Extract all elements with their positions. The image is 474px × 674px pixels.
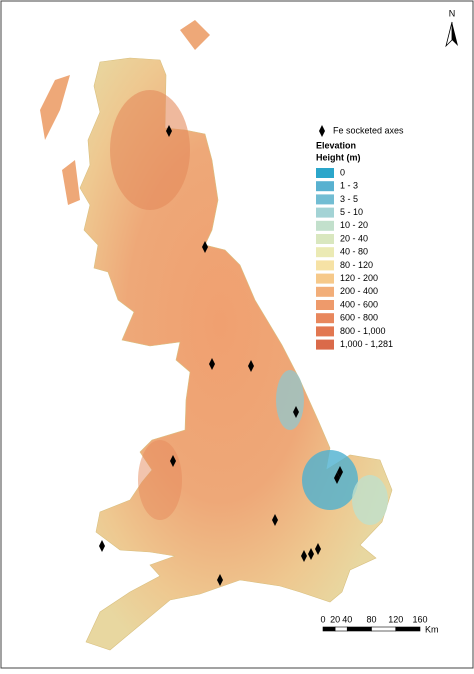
legend-class-label: 120 - 200 (340, 273, 378, 283)
scale-label: 160 (412, 614, 427, 624)
legend-swatch (316, 181, 334, 192)
find-site (166, 125, 172, 137)
scale-label: 120 (388, 614, 403, 624)
legend-swatch (316, 247, 334, 258)
scale-unit: Km (425, 624, 439, 634)
legend-class-label: 20 - 40 (340, 233, 368, 243)
legend-swatch (316, 234, 334, 244)
legend-class-label: 600 - 800 (340, 313, 378, 323)
fenland-lowland (302, 450, 358, 510)
legend-swatch (316, 168, 334, 178)
find-site (170, 455, 176, 467)
find-site (248, 360, 254, 372)
find-site (202, 241, 208, 253)
legend-class-label: 1 - 3 (340, 181, 358, 191)
scale-label: 20 (330, 614, 340, 624)
wales-uplands (138, 440, 182, 520)
highlands (110, 90, 190, 210)
find-site (209, 358, 215, 370)
legend-class-label: 1,000 - 1,281 (340, 339, 393, 349)
legend-class-label: 10 - 20 (340, 220, 368, 230)
scale-label: 40 (342, 614, 352, 624)
legend-class-label: 40 - 80 (340, 247, 368, 257)
legend-swatch (316, 339, 334, 350)
legend-swatch (316, 300, 334, 310)
find-site (334, 472, 340, 484)
find-site (301, 550, 307, 562)
north-arrow: N (445, 8, 458, 48)
legend-class-label: 5 - 10 (340, 207, 363, 217)
legend-swatch (316, 326, 334, 337)
orkney (180, 20, 210, 50)
scale-label: 80 (366, 614, 376, 624)
outer-hebrides (40, 75, 70, 140)
legend-class-label: 400 - 600 (340, 299, 378, 309)
scale-segment (371, 626, 397, 632)
scale-label: 0 (320, 614, 325, 624)
find-site (272, 514, 278, 526)
legend-swatch (316, 313, 334, 324)
legend-class-label: 800 - 1,000 (340, 326, 386, 336)
legend-swatch (316, 194, 334, 205)
scale-segment (334, 626, 348, 632)
legend-swatch (316, 273, 334, 284)
north-arrow-right (452, 22, 458, 46)
landmass (40, 20, 393, 651)
east-anglia-lowland (352, 475, 388, 525)
north-arrow-left (445, 21, 453, 48)
scale-segment (322, 626, 336, 632)
legend: Fe socketed axes Elevation Height (m) 0 1… (316, 125, 404, 350)
legend-find-symbol (319, 125, 325, 137)
legend-swatch (316, 260, 334, 271)
legend-class-label: 200 - 400 (340, 286, 378, 296)
find-site (315, 543, 321, 555)
scale-segment (346, 626, 372, 632)
legend-swatch (316, 286, 334, 297)
legend-class-label: 0 (340, 167, 345, 177)
skye (62, 160, 80, 205)
legend-swatch (316, 207, 334, 218)
vale-lowland (276, 370, 304, 430)
legend-class-label: 3 - 5 (340, 194, 358, 204)
scale-segment (395, 626, 421, 632)
legend-class-label: 80 - 120 (340, 260, 373, 270)
legend-swatch (316, 220, 334, 231)
legend-finds-label: Fe socketed axes (333, 125, 404, 135)
legend-title: Elevation (316, 140, 356, 150)
find-site (99, 540, 105, 552)
find-site (217, 574, 223, 586)
find-site (293, 406, 299, 418)
legend-subtitle: Height (m) (316, 152, 361, 162)
north-label: N (449, 8, 456, 18)
find-site (308, 548, 314, 560)
find-sites (99, 125, 343, 586)
